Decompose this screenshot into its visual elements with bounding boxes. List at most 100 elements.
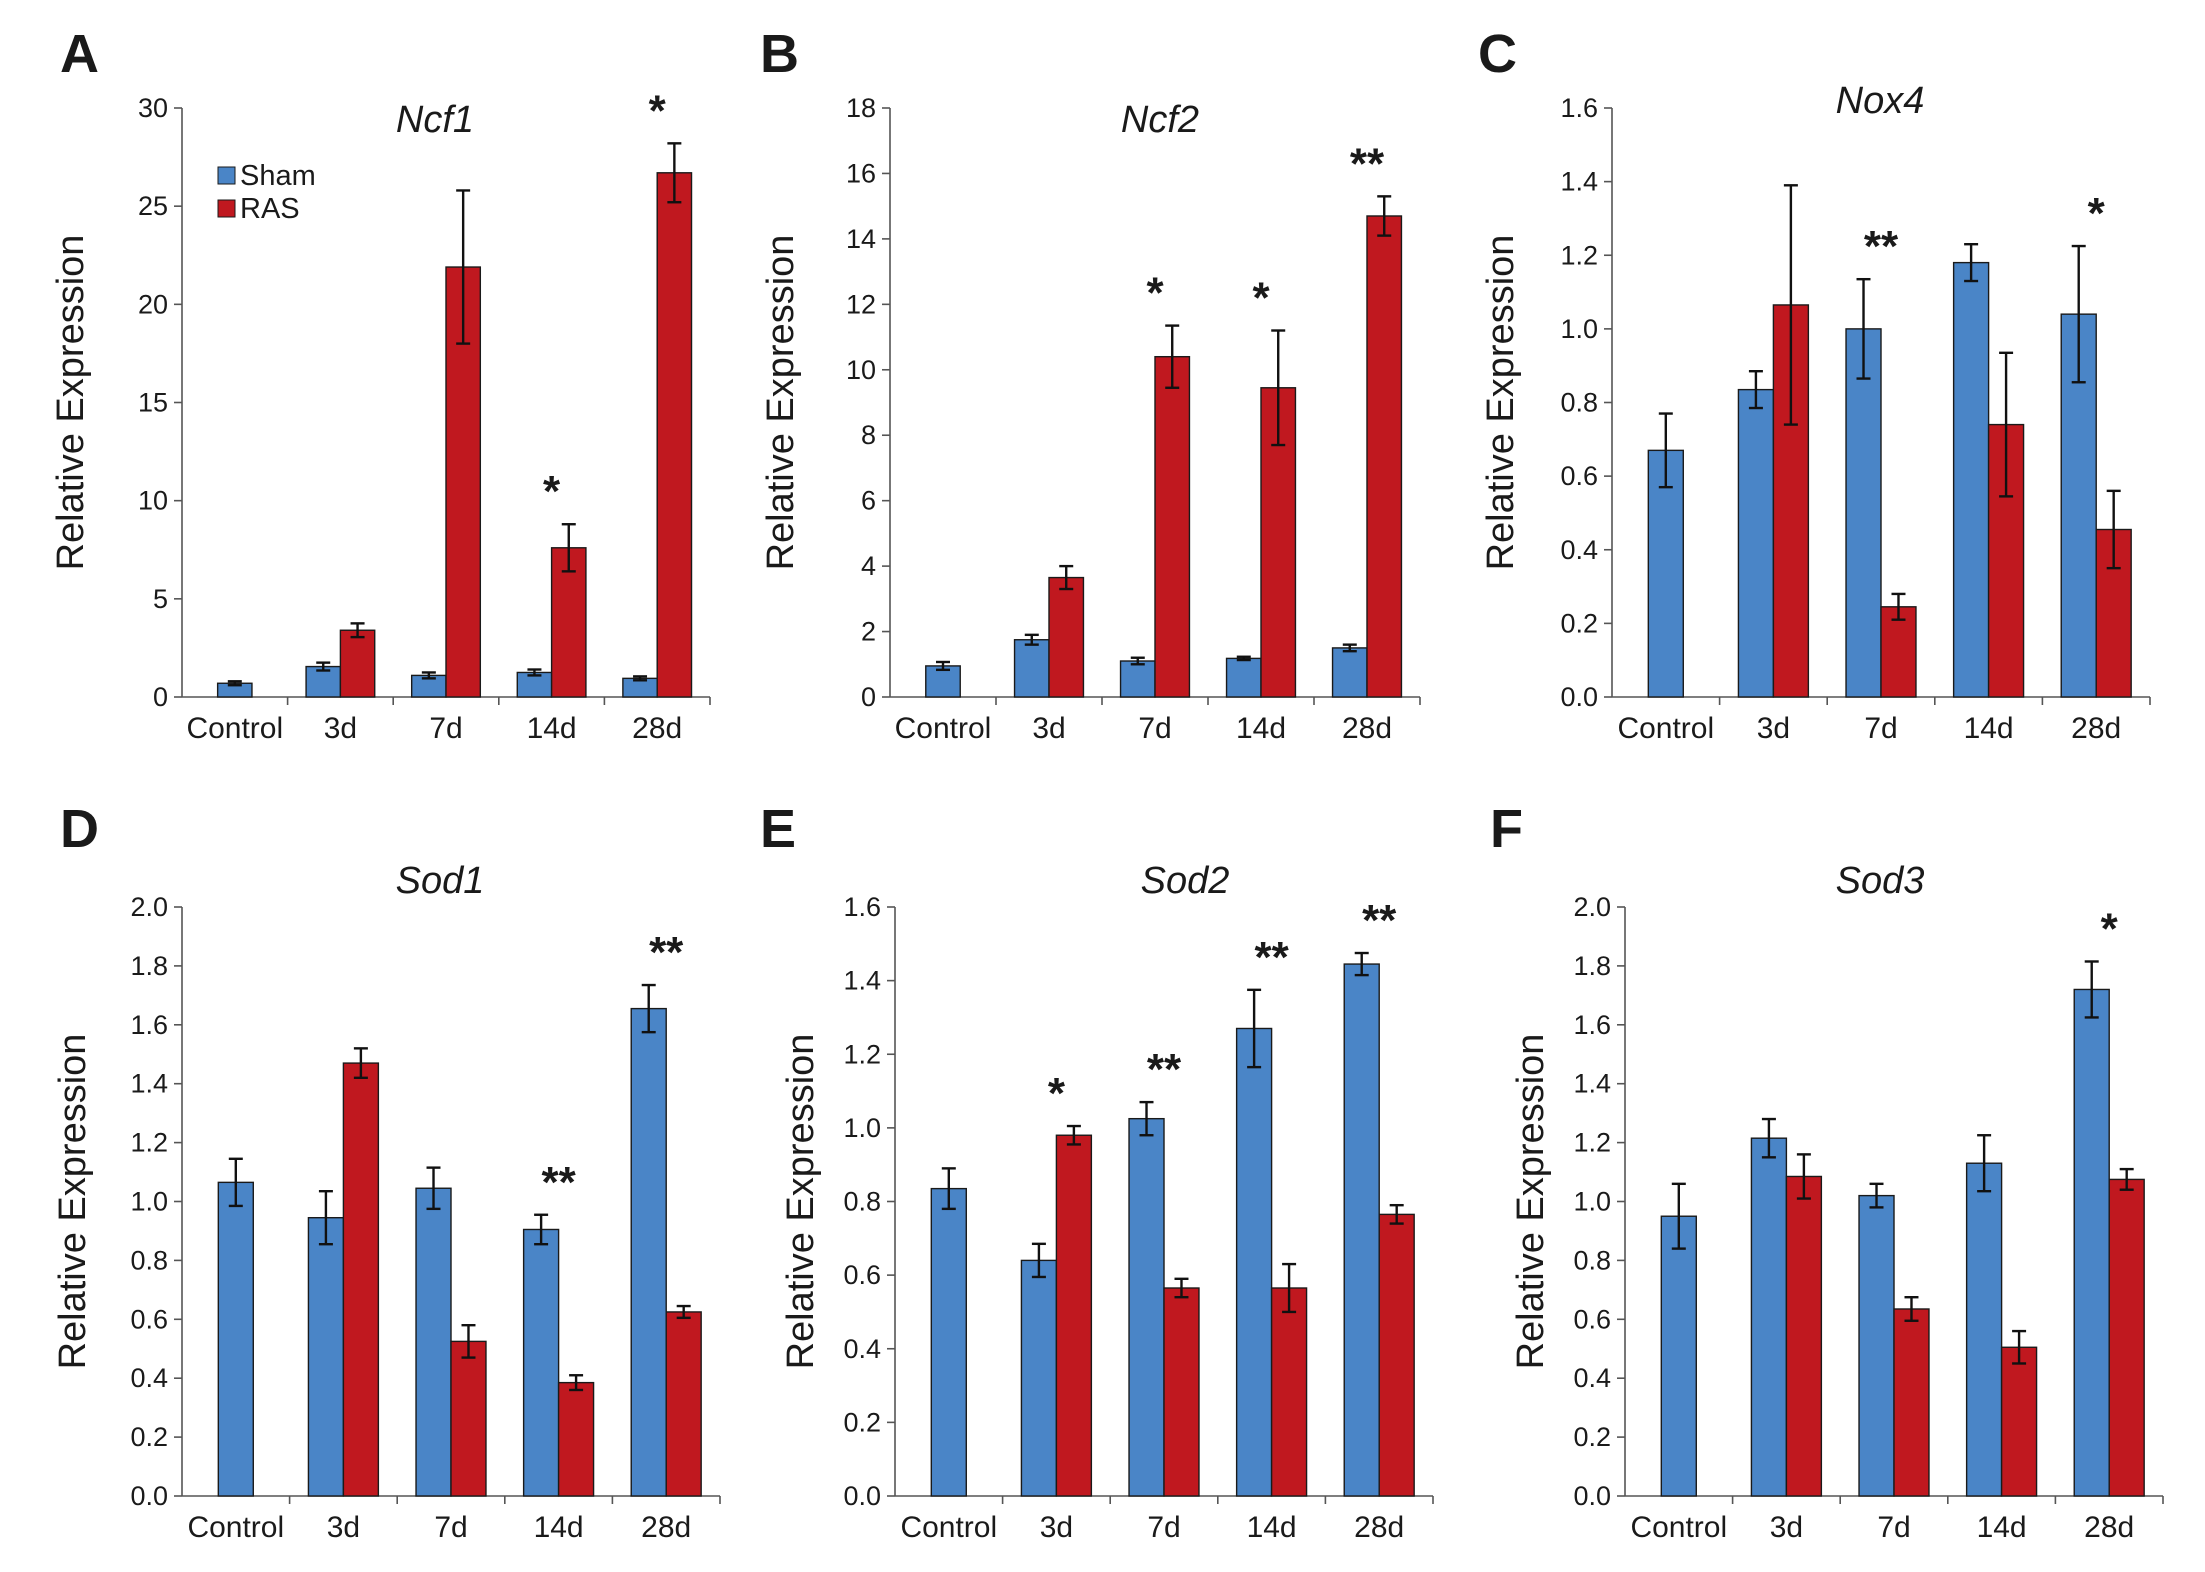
significance-marker: ** (541, 1158, 576, 1207)
ras-bar (1270, 1287, 1308, 1497)
x-tick-label: 14d (534, 1511, 584, 1544)
x-tick-label: 14d (1964, 712, 2014, 745)
panel-title: Sod2 (1141, 860, 1230, 902)
y-tick-label: 0 (153, 682, 168, 712)
x-tick-label: 7d (1138, 712, 1171, 745)
y-axis-title: Relative Expression (780, 1034, 822, 1370)
sham-bar (1343, 963, 1380, 1497)
y-tick-label: 1.6 (1573, 1010, 1611, 1040)
ras-bar (1055, 1134, 1093, 1497)
x-tick-label: 28d (1354, 1511, 1404, 1544)
x-tick-label: 28d (2084, 1511, 2134, 1544)
y-tick-label: 2.0 (130, 892, 168, 922)
ras-bar (1785, 1175, 1823, 1497)
sham-bar (1647, 449, 1684, 698)
x-tick-label: 28d (632, 712, 682, 745)
panel-title: Ncf2 (1121, 99, 1199, 141)
y-tick-label: 0.4 (1573, 1363, 1611, 1393)
x-tick-label: 14d (527, 712, 577, 745)
x-tick-label: 14d (1236, 712, 1286, 745)
x-tick-label: 14d (1977, 1511, 2027, 1544)
y-tick-label: 0.0 (1560, 682, 1598, 712)
y-tick-label: 0.2 (1560, 608, 1598, 638)
y-axis-title: Relative Expression (50, 235, 92, 571)
y-tick-label: 0.4 (843, 1334, 881, 1364)
ras-bar (550, 547, 587, 698)
x-tick-label: 3d (1040, 1511, 1073, 1544)
panel-b: B Ncf2 0 2 4 6 8 10 12 14 16 18 Relative Expression C… (760, 24, 1421, 745)
legend-label-sham: Sham (240, 160, 316, 192)
significance-marker: * (1146, 269, 1164, 318)
panel-title: Sod1 (396, 860, 485, 902)
y-axis-title: Relative Expression (760, 235, 802, 571)
ras-bar (2000, 1346, 2038, 1497)
panel-letter: D (60, 799, 99, 859)
y-tick-label: 0.6 (843, 1260, 881, 1290)
significance-marker: * (1048, 1069, 1066, 1118)
panel-title: Nox4 (1836, 80, 1925, 122)
y-tick-label: 0 (861, 682, 876, 712)
ras-bar (665, 1311, 702, 1497)
panel-letter: A (60, 24, 99, 84)
panel-f: F Sod3 0.0 0.2 0.4 0.6 0.8 1.0 1.2 1.4 1.6 1.8 2.0 Re… (1490, 799, 2164, 1544)
sham-bar (1331, 647, 1368, 698)
sham-bar (415, 1187, 452, 1497)
x-tick-label: 28d (1342, 712, 1392, 745)
x-tick-label: 28d (2071, 712, 2121, 745)
y-tick-label: 1.4 (843, 966, 881, 996)
ras-bar (2095, 528, 2132, 698)
y-tick-label: 12 (846, 289, 876, 319)
y-tick-label: 4 (861, 551, 876, 581)
y-axis-title: Relative Expression (1510, 1034, 1552, 1370)
ras-bar (557, 1381, 595, 1497)
y-tick-label: 1.4 (1573, 1069, 1611, 1099)
x-tick-label: 3d (1032, 712, 1065, 745)
y-tick-label: 6 (861, 486, 876, 516)
y-tick-label: 1.0 (1573, 1187, 1611, 1217)
sham-bar (630, 1007, 667, 1497)
y-tick-label: 1.8 (1573, 951, 1611, 981)
sham-bar (1845, 328, 1882, 698)
significance-marker: ** (1350, 139, 1385, 188)
panel-d: D Sod1 0.0 0.2 0.4 0.6 0.8 1.0 1.2 1.4 1.6 1.8 2.0 Re… (52, 799, 721, 1544)
sham-bar (2073, 988, 2110, 1497)
y-tick-label: 0.2 (1573, 1422, 1611, 1452)
sham-bar (307, 1216, 345, 1497)
y-tick-label: 0.8 (130, 1245, 168, 1275)
x-tick-label: 3d (1757, 712, 1790, 745)
x-tick-label: Control (187, 1511, 284, 1544)
y-tick-label: 1.6 (843, 892, 881, 922)
y-tick-label: 1.8 (130, 951, 168, 981)
panel-a: A Ncf1 0 5 10 15 20 25 30 Relative Expression Cont… (50, 24, 711, 745)
significance-marker: * (649, 86, 667, 135)
sham-bar (1119, 660, 1156, 698)
significance-marker: ** (1254, 933, 1289, 982)
y-tick-label: 1.0 (1560, 314, 1598, 344)
y-tick-label: 8 (861, 420, 876, 450)
significance-marker: ** (649, 928, 684, 977)
y-tick-label: 0.0 (843, 1481, 881, 1511)
y-axis-title: Relative Expression (1480, 235, 1522, 571)
sham-bar (1020, 1259, 1058, 1497)
significance-marker: ** (1362, 896, 1397, 945)
sham-bar (1225, 657, 1262, 698)
y-tick-label: 10 (846, 355, 876, 385)
y-tick-label: 30 (138, 93, 168, 123)
y-tick-label: 1.2 (843, 1039, 881, 1069)
legend-swatch (217, 199, 236, 218)
x-tick-label: 3d (327, 1511, 360, 1544)
significance-marker: * (2101, 904, 2119, 953)
sham-bar (1737, 388, 1775, 698)
y-tick-label: 0.0 (130, 1481, 168, 1511)
y-tick-label: 1.6 (1560, 93, 1598, 123)
x-tick-label: 3d (324, 712, 357, 745)
y-tick-label: 1.2 (1573, 1128, 1611, 1158)
y-tick-label: 1.0 (130, 1187, 168, 1217)
sham-bar (1235, 1027, 1273, 1497)
panel-title: Sod3 (1836, 860, 1925, 902)
panel-e: E Sod2 0.0 0.2 0.4 0.6 0.8 1.0 1.2 1.4 1.6 Relative… (760, 799, 1434, 1544)
x-tick-label: 3d (1770, 1511, 1803, 1544)
y-tick-label: 14 (846, 224, 876, 254)
significance-marker: ** (1147, 1045, 1182, 1094)
